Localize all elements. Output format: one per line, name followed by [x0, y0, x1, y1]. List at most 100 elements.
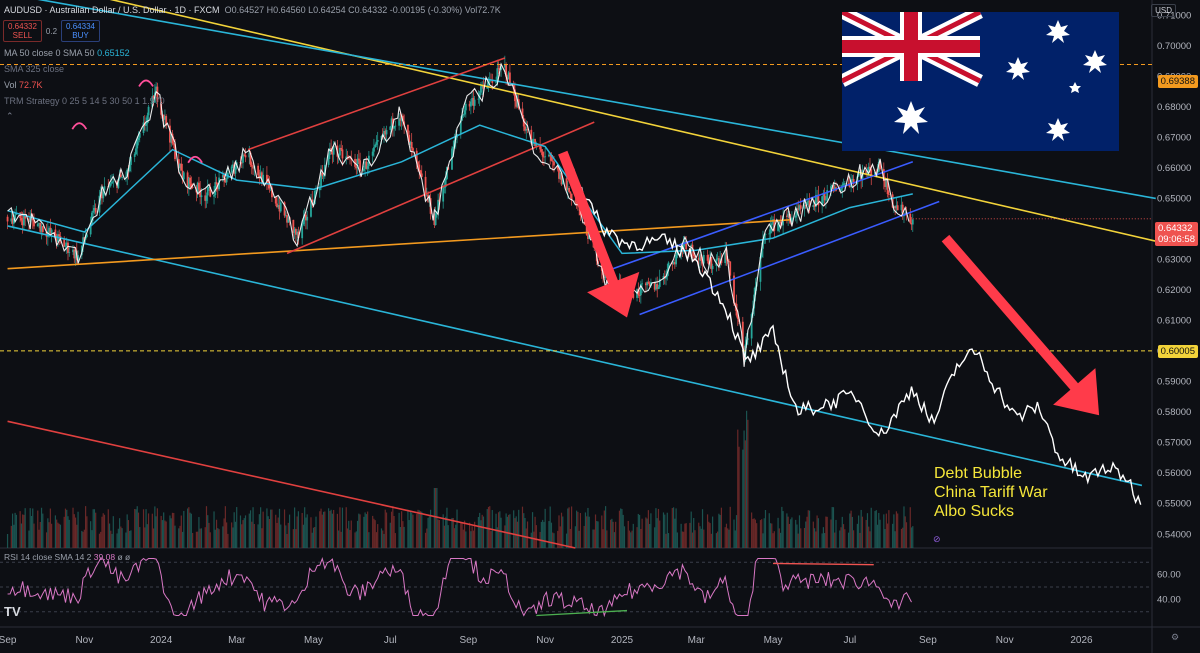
volume-bar [231, 522, 233, 548]
candle-body [893, 206, 895, 208]
settings-gear-icon[interactable]: ⚙ [1171, 632, 1180, 642]
volume-bar [130, 530, 132, 548]
candle-body [656, 283, 659, 290]
volume-bar [672, 507, 675, 548]
candle-body [111, 181, 113, 184]
volume-bar [294, 507, 296, 548]
candle-body [371, 151, 374, 156]
candle-body [39, 223, 42, 232]
volume-bar [559, 526, 561, 548]
volume-bar [594, 514, 597, 548]
candle-body [773, 219, 776, 231]
candle-body [665, 276, 667, 279]
volume-bar [116, 533, 118, 548]
volume-bar [569, 528, 571, 548]
volume-bar [403, 526, 405, 548]
x-tick-label: Nov [536, 635, 554, 646]
candle-body [535, 144, 538, 147]
collapse-legend-icon[interactable]: ⌃ [6, 111, 14, 121]
candle-body [24, 215, 27, 219]
buy-button[interactable]: 0.64334 BUY [61, 20, 100, 42]
candle-body [733, 275, 735, 304]
volume-bar [786, 513, 788, 548]
candle-body [101, 191, 103, 199]
symbol-legend[interactable]: AUDUSD · Australian Dollar / U.S. Dollar… [4, 5, 501, 15]
candle-body [155, 86, 158, 93]
volume-bar [452, 518, 454, 548]
volume-bar [628, 530, 631, 548]
volume-bar [90, 521, 92, 548]
candle-body [813, 204, 816, 207]
volume-bar [121, 528, 123, 548]
candle-body [549, 154, 552, 157]
candle-body [323, 164, 326, 176]
candle-body [138, 132, 141, 138]
candle-body [482, 85, 485, 89]
volume-bar [136, 506, 138, 548]
volume-bar [112, 516, 114, 548]
volume-bar [577, 511, 579, 548]
candle-body [451, 148, 453, 170]
candle-body [791, 217, 793, 223]
candle-body [409, 142, 412, 145]
volume-bar [613, 532, 615, 548]
candle-body [570, 193, 573, 201]
trendline-cyan-downtrend [37, 0, 1156, 200]
candle-body [541, 151, 544, 157]
volume-bar [375, 532, 378, 548]
volume-bar [798, 515, 801, 548]
volume-bar [179, 525, 181, 548]
candle-body [468, 103, 471, 107]
volume-bar [583, 525, 585, 548]
volume-bar [11, 513, 14, 548]
volume-bar [107, 509, 109, 548]
price-tag-0.60005[interactable]: 0.60005 [1157, 345, 1198, 358]
candle-body [653, 282, 656, 290]
volume-bar [77, 511, 79, 548]
volume-bar [815, 531, 817, 548]
volume-bar [277, 517, 279, 548]
volume-bar [892, 523, 894, 548]
volume-bar [227, 533, 229, 548]
volume-bar [393, 516, 395, 548]
volume-bar [709, 523, 711, 548]
volume-bar [649, 523, 651, 548]
rsi-legend[interactable]: RSI 14 close SMA 14 2 39.08 ø ø [4, 552, 131, 562]
annotation-text[interactable]: Debt Bubble China Tariff War Albo Sucks [934, 464, 1048, 521]
alert-icon[interactable]: ⊘ [933, 534, 941, 544]
candle-body [286, 215, 288, 223]
x-tick-label: 2026 [1070, 635, 1093, 646]
vol-legend[interactable]: Vol 72.7K [4, 80, 43, 90]
candle-body [137, 137, 140, 140]
candle-body [486, 86, 489, 89]
volume-bar [438, 520, 440, 548]
volume-bar [40, 507, 43, 548]
volume-bar [209, 532, 211, 548]
volume-bar [866, 513, 869, 548]
volume-bar [63, 516, 65, 548]
ohlc-values: O0.64527 H0.64560 L0.64254 C0.64332 -0.0… [224, 5, 463, 15]
sma325-legend[interactable]: SMA 325 close [4, 64, 65, 74]
volume-bar [621, 509, 623, 548]
volume-bar [500, 517, 502, 548]
volume-bar [261, 528, 263, 548]
candle-body [225, 178, 228, 183]
volume-bar [45, 532, 48, 548]
sell-button[interactable]: 0.64332 SELL [3, 20, 42, 42]
price-tag-0.69388[interactable]: 0.69388 [1157, 75, 1198, 88]
candle-body [867, 166, 870, 171]
volume-bar [19, 511, 21, 548]
y-tick-label: 0.54000 [1157, 529, 1191, 540]
candle-body [671, 262, 674, 265]
volume-bar [879, 519, 881, 548]
current-price-tag[interactable]: 0.64332 09:06:58 [1155, 222, 1198, 246]
currency-badge[interactable]: USD [1151, 4, 1176, 17]
volume-bar [350, 520, 352, 548]
candle-body [133, 154, 136, 157]
volume-bar [137, 512, 140, 548]
trm-legend[interactable]: TRM Strategy 0 25 5 14 5 30 50 1 1.970 [4, 96, 165, 106]
ma-legend[interactable]: MA 50 close 0 SMA 50 0.65152 [4, 48, 130, 58]
candle-body [297, 231, 300, 239]
candle-body [764, 234, 767, 236]
